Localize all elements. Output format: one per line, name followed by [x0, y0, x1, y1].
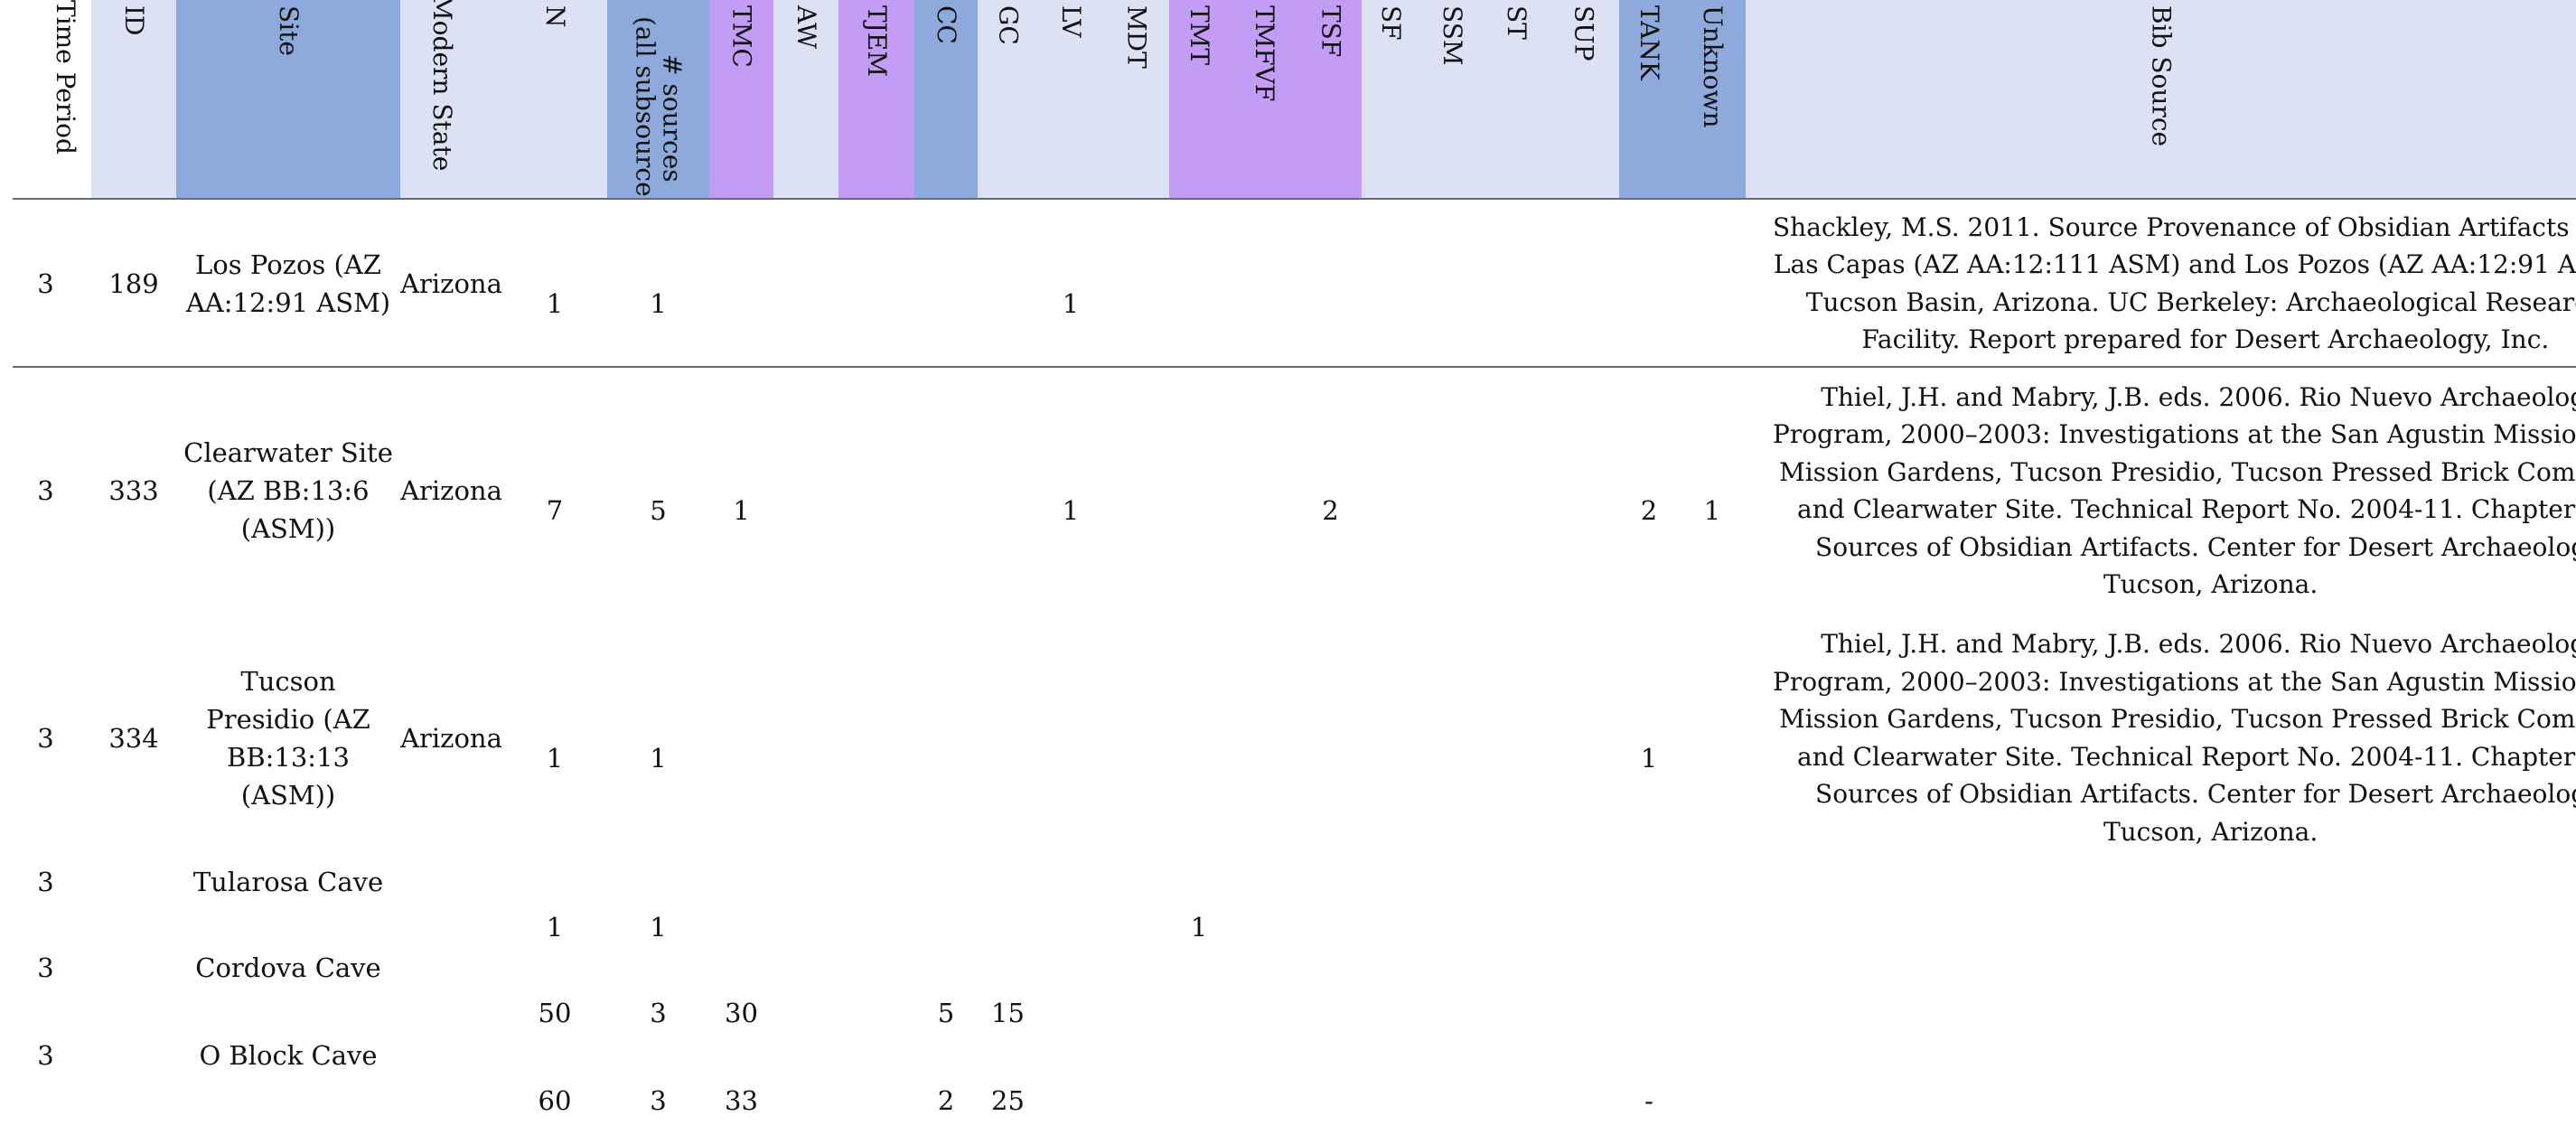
cell-n[interactable]: 7: [546, 495, 564, 526]
column-header-tjem[interactable]: TJEM: [838, 0, 914, 198]
cell-id[interactable]: 333: [108, 475, 159, 506]
column-header-label: MDT: [1121, 5, 1152, 69]
cell-tmc[interactable]: 1: [733, 495, 750, 526]
column-header-site[interactable]: Site: [176, 0, 400, 198]
column-header-sf[interactable]: SF: [1362, 0, 1419, 198]
cell-n[interactable]: 1: [546, 742, 564, 774]
column-header-ssm[interactable]: SSM: [1419, 0, 1485, 198]
column-header-label: TMT: [1185, 5, 1214, 66]
column-header-label: Modern State: [427, 0, 457, 172]
column-header-label: TMFVF: [1250, 5, 1279, 102]
cell-time-period[interactable]: 3: [37, 952, 54, 983]
column-header-tmc[interactable]: TMC: [709, 0, 773, 198]
cell-tank[interactable]: 1: [1640, 742, 1658, 774]
cell-unknown[interactable]: 1: [1703, 495, 1721, 526]
row-divider: [13, 366, 2576, 368]
cell-gc[interactable]: 15: [991, 998, 1025, 1028]
cell-n[interactable]: 50: [538, 998, 572, 1028]
cell-tmc[interactable]: 30: [725, 998, 758, 1028]
cell-time-period[interactable]: 3: [37, 475, 54, 506]
cell-num-sources[interactable]: 1: [650, 287, 667, 319]
column-header-lv[interactable]: LV: [1038, 0, 1103, 198]
cell-tank[interactable]: 2: [1640, 495, 1658, 526]
column-header-id[interactable]: ID: [91, 0, 176, 198]
cell-tank[interactable]: -: [1644, 1085, 1653, 1116]
cell-lv[interactable]: 1: [1062, 495, 1080, 526]
column-header-modern-state[interactable]: Modern State: [400, 0, 502, 198]
cell-time-period[interactable]: 3: [37, 267, 54, 299]
column-header-bib-source[interactable]: Bib Source: [1746, 0, 2576, 198]
cell-site[interactable]: O Block Cave: [199, 1040, 378, 1071]
cell-modern-state[interactable]: Arizona: [400, 722, 502, 754]
cell-site[interactable]: Cordova Cave: [195, 952, 381, 983]
cell-n[interactable]: 1: [546, 912, 564, 943]
cell-bib-source[interactable]: Thiel, J.H. and Mabry, J.B. eds. 2006. R…: [1773, 381, 2576, 600]
cell-time-period[interactable]: 3: [37, 1040, 54, 1071]
cell-cc[interactable]: 2: [937, 1085, 955, 1116]
cell-n[interactable]: 1: [546, 287, 564, 319]
cell-cc[interactable]: 5: [937, 998, 955, 1028]
cell-n[interactable]: 60: [538, 1085, 572, 1116]
column-header-n[interactable]: N: [502, 0, 607, 198]
column-header-sup[interactable]: SUP: [1548, 0, 1619, 198]
column-header-label: Bib Source: [2146, 5, 2177, 147]
column-header-st[interactable]: ST: [1485, 0, 1548, 198]
column-header-time-period[interactable]: Time Period: [0, 0, 91, 198]
cell-tmc[interactable]: 33: [725, 1085, 758, 1116]
cell-tsf[interactable]: 2: [1322, 495, 1339, 526]
column-header-mdt[interactable]: MDT: [1103, 0, 1169, 198]
column-header-tank[interactable]: TANK: [1619, 0, 1679, 198]
cell-gc[interactable]: 25: [991, 1085, 1025, 1116]
column-header-cc[interactable]: CC: [914, 0, 978, 198]
column-header-label: TJEM: [862, 5, 892, 78]
column-header-tmt[interactable]: TMT: [1169, 0, 1229, 198]
cell-num-sources[interactable]: 3: [650, 1085, 667, 1116]
cell-modern-state[interactable]: Arizona: [400, 475, 502, 506]
column-header-label: LV: [1056, 5, 1086, 38]
cell-time-period[interactable]: 3: [37, 722, 54, 754]
cell-num-sources[interactable]: 5: [650, 495, 667, 526]
cell-num-sources[interactable]: 1: [650, 742, 667, 774]
cell-time-period[interactable]: 3: [37, 867, 54, 897]
column-header-label: # sources (all subsources): [630, 16, 688, 198]
column-header-num-sources[interactable]: # sources (all subsources): [607, 0, 709, 198]
column-header-label: TMC: [726, 5, 757, 68]
cell-num-sources[interactable]: 3: [650, 998, 667, 1028]
cell-bib-source[interactable]: Thiel, J.H. and Mabry, J.B. eds. 2006. R…: [1773, 629, 2576, 847]
column-header-label: N: [540, 5, 570, 28]
cell-bib-source[interactable]: Shackley, M.S. 2011. Source Provenance o…: [1773, 211, 2576, 355]
column-header-label: Site: [274, 5, 304, 56]
column-header-aw[interactable]: AW: [773, 0, 838, 198]
column-header-label: ID: [119, 5, 149, 36]
column-header-label: SSM: [1438, 5, 1467, 66]
column-header-label: GC: [993, 5, 1024, 45]
column-header-gc[interactable]: GC: [978, 0, 1038, 198]
column-header-label: Unknown: [1698, 5, 1728, 128]
cell-site[interactable]: Tularosa Cave: [192, 867, 384, 897]
cell-site[interactable]: Tucson Presidio (AZ BB:13:13 (ASM)): [206, 665, 370, 811]
column-header-unknown[interactable]: Unknown: [1679, 0, 1746, 198]
cell-num-sources[interactable]: 1: [650, 912, 667, 943]
row-divider: [13, 198, 2576, 200]
cell-tmt[interactable]: 1: [1190, 912, 1208, 943]
cell-modern-state[interactable]: Arizona: [400, 267, 502, 299]
cell-site[interactable]: Los Pozos (AZ AA:12:91 ASM): [185, 249, 391, 318]
column-header-label: AW: [792, 5, 821, 49]
column-header-label: ST: [1502, 5, 1532, 40]
cell-site[interactable]: Clearwater Site (AZ BB:13:6 (ASM)): [183, 437, 393, 544]
column-header-tsf[interactable]: TSF: [1299, 0, 1362, 198]
column-header-label: SUP: [1569, 5, 1599, 61]
cell-id[interactable]: 334: [108, 722, 159, 754]
column-header-tmfvf[interactable]: TMFVF: [1229, 0, 1299, 198]
cell-lv[interactable]: 1: [1062, 287, 1080, 319]
column-header-label: SF: [1376, 5, 1406, 41]
column-header-label: TANK: [1635, 5, 1664, 80]
column-header-label: CC: [932, 5, 961, 44]
column-header-label: Time Period: [51, 0, 80, 155]
column-header-label: TSF: [1316, 5, 1346, 58]
cell-id[interactable]: 189: [108, 267, 159, 299]
